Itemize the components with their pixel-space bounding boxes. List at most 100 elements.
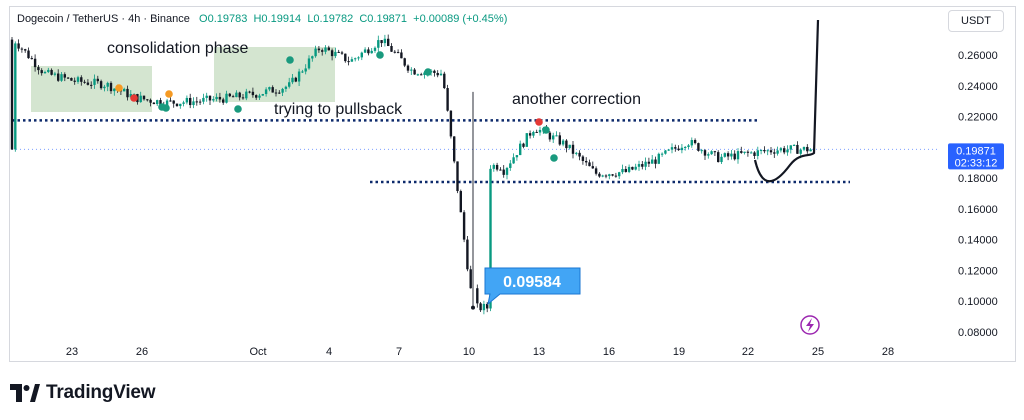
candle-body (258, 95, 261, 98)
candle-body (146, 99, 149, 101)
candle-body (509, 163, 512, 168)
candle-body (139, 95, 142, 103)
projection-curve[interactable] (753, 19, 820, 183)
candle-body (713, 151, 717, 153)
candle-body (703, 150, 707, 156)
candle-body (456, 161, 459, 192)
candle-body (505, 167, 509, 175)
candle-body (618, 172, 621, 177)
price-axis-label: 0.24000 (958, 81, 998, 93)
candle-body (142, 95, 146, 100)
candle-body (522, 143, 525, 147)
candle-body (548, 132, 552, 140)
candle-body (796, 144, 799, 154)
consolidation-zone-1 (31, 66, 152, 112)
candle-body (637, 164, 641, 167)
candle-body (608, 174, 611, 177)
candle-body (189, 97, 192, 106)
price-axis-label: 0.26000 (958, 50, 998, 62)
change-value: +0.00089 (+0.45%) (413, 13, 508, 25)
tradingview-logo-icon (10, 384, 40, 402)
candle-body (528, 133, 532, 136)
bolt-icon[interactable] (806, 318, 814, 332)
signal-marker (376, 51, 384, 59)
candle-body (334, 51, 337, 57)
candle-body (268, 87, 271, 90)
candle-body (66, 77, 70, 79)
candle-body (740, 151, 743, 153)
candle-body (674, 147, 677, 149)
signal-marker (130, 94, 138, 102)
candle-body (624, 168, 627, 172)
currency-button[interactable]: USDT (948, 10, 1004, 32)
candle-body (627, 166, 631, 172)
candle-body (502, 169, 505, 175)
candle-body (588, 162, 591, 167)
candle-body (687, 145, 690, 147)
candle-body (396, 52, 400, 54)
candle-body (304, 68, 307, 72)
candle-body (261, 94, 264, 96)
low-value: L0.19782 (307, 13, 354, 25)
time-axis-label: 19 (673, 346, 685, 358)
candle-body (641, 164, 644, 167)
candle-body (152, 102, 156, 105)
open-value: O0.19783 (199, 13, 248, 25)
current-price-badge[interactable] (948, 143, 1004, 170)
tradingview-logo[interactable]: TradingView (10, 380, 156, 406)
time-axis-label: 13 (533, 346, 545, 358)
candle-body (149, 99, 152, 103)
candle-body (235, 92, 238, 98)
candle-body (654, 159, 657, 164)
candle-body (515, 155, 519, 158)
candle-body (693, 140, 697, 144)
chart-frame[interactable] (9, 6, 1016, 362)
candle-body (123, 88, 126, 92)
candle-body (14, 43, 17, 150)
symbol-title[interactable]: Dogecoin / TetherUS · 4h · Binance (17, 13, 190, 25)
low-callout-label: 0.09584 (503, 274, 561, 291)
candle-body (634, 166, 637, 170)
candle-body (697, 143, 700, 151)
candle-body (717, 152, 720, 163)
candle-body (241, 97, 245, 99)
candle-body (809, 149, 812, 152)
countdown-label: 02:33:12 (955, 157, 998, 169)
candle-body (783, 148, 786, 153)
time-axis-label: 7 (396, 346, 402, 358)
candle-body (291, 77, 294, 83)
candle-body (182, 102, 185, 104)
candle-body (410, 69, 413, 71)
candle-body (350, 59, 354, 62)
candle-body (766, 150, 769, 152)
candle-body (763, 149, 766, 152)
low-callout-box[interactable] (484, 267, 581, 306)
bolt-icon-ring[interactable] (800, 315, 820, 335)
candle-body (453, 136, 456, 162)
time-axis-label: Oct (249, 346, 266, 358)
candle-body (581, 156, 585, 161)
candle-body (192, 101, 195, 106)
candle-body (585, 160, 588, 163)
candle-body (159, 100, 162, 106)
candle-body (274, 92, 278, 94)
candle-body (24, 49, 27, 51)
candle-body (416, 74, 420, 76)
candle-body (50, 69, 53, 75)
candle-body (575, 152, 578, 154)
candle-body (70, 77, 73, 81)
candle-body (53, 73, 57, 75)
candle-body (680, 147, 684, 151)
candle-body (231, 96, 235, 98)
candle-body (792, 144, 796, 146)
candle-body (40, 70, 43, 74)
candle-body (126, 88, 129, 98)
candle-body (806, 146, 809, 152)
time-axis-label: 10 (463, 346, 475, 358)
candle-body (779, 148, 783, 151)
candle-body (90, 84, 93, 86)
candle-body (660, 153, 664, 155)
annotation-pullback: trying to pullsback (274, 101, 403, 118)
candle-body (321, 50, 324, 52)
